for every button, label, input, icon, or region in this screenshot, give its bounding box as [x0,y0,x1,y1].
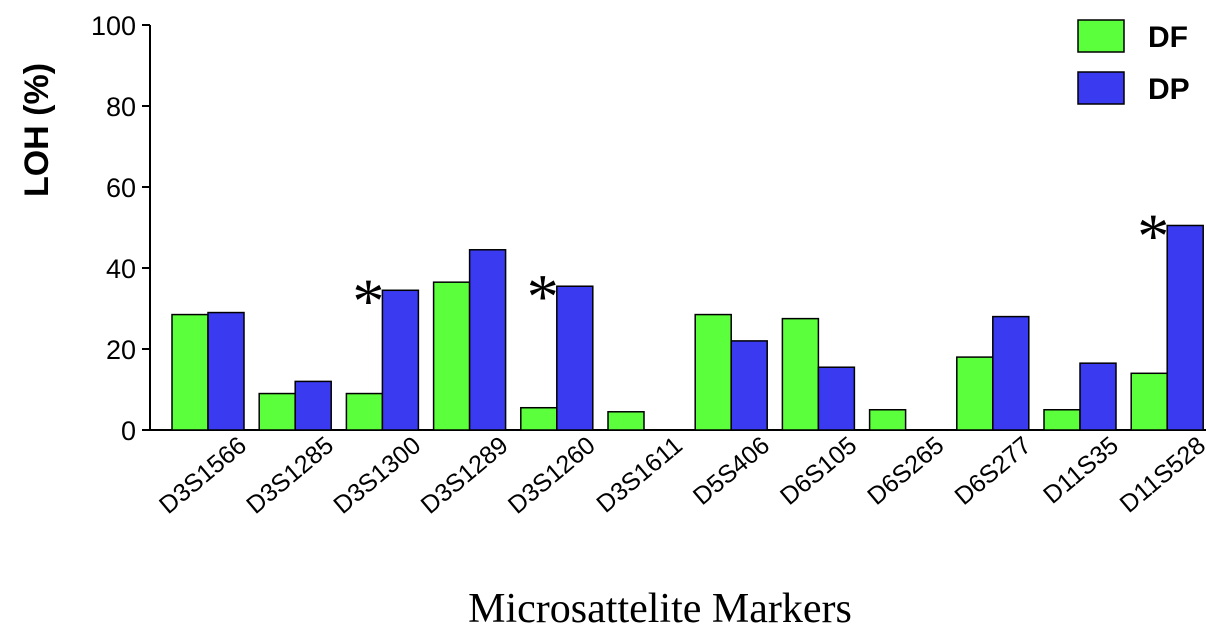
y-tick-label: 80 [106,92,136,122]
legend-swatch-df [1077,19,1125,53]
x-tick-label: D3S1285 [241,431,339,519]
bar-df [607,411,645,431]
bar-df [345,392,384,431]
significance-marker: * [1137,200,1169,271]
x-tick-label: D6S277 [949,431,1036,511]
x-tick-label: D11S528 [1115,431,1206,518]
bar-df [694,313,732,431]
significance-marker: * [352,265,384,336]
x-tick-label: D11S35 [1038,431,1124,509]
x-tick-label: D3S1260 [503,431,601,519]
bar-df [1130,372,1168,431]
bar-df [956,356,994,431]
bars [171,224,1204,431]
bar-df [520,406,558,431]
x-tick-label: D3S1289 [416,431,514,519]
bar-dp [294,380,332,431]
legend: DF DP [1077,19,1190,106]
bar-df [1043,409,1081,431]
bar-dp [992,315,1030,431]
bar-dp [1166,224,1204,431]
bar-df [171,313,209,431]
y-tick-label: 60 [106,173,136,203]
legend-swatch-dp [1077,71,1125,105]
axes: 0 20 40 60 80 100 [91,11,1206,446]
labels: D3S1566D3S1285D3S1300D3S1289D3S1260D3S16… [154,200,1206,519]
bar-df [432,281,471,431]
bar-dp [817,366,856,431]
x-tick-label: D6S265 [862,431,949,511]
legend-label-dp: DP [1148,73,1190,106]
y-tick-label: 100 [91,11,136,41]
x-axis-title: Microsattelite Markers [468,586,852,629]
y-axis-title: LOH (%) [18,63,56,197]
x-tick-label: D5S406 [688,431,775,511]
y-tick-label: 0 [121,416,136,446]
bar-df [258,392,296,431]
x-tick-label: D6S105 [775,431,862,511]
legend-label-df: DF [1148,21,1188,54]
bar-dp [730,340,768,431]
significance-marker: * [527,261,559,332]
bar-dp [381,289,420,431]
bar-dp [207,311,245,431]
bar-dp [1079,362,1117,431]
bar-df [781,317,820,431]
y-tick-label: 20 [106,335,136,365]
x-tick-label: D3S1566 [154,431,252,519]
y-tick-label: 40 [106,254,136,284]
bar-dp [556,285,594,431]
x-tick-label: D3S1611 [591,431,687,518]
bar-dp [468,249,507,431]
x-tick-label: D3S1300 [328,431,426,519]
bar-df [868,409,907,431]
